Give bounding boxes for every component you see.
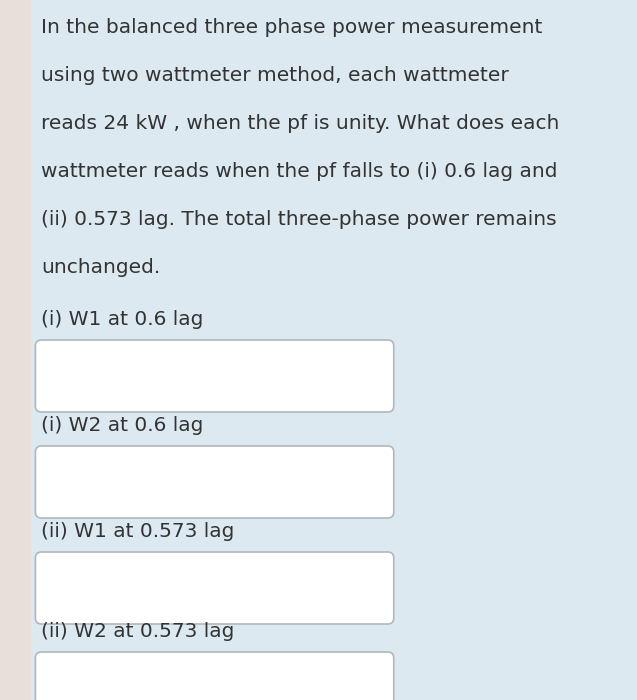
Text: (i) W2 at 0.6 lag: (i) W2 at 0.6 lag [41,416,204,435]
FancyBboxPatch shape [36,552,394,624]
FancyBboxPatch shape [36,340,394,412]
Text: (i) W1 at 0.6 lag: (i) W1 at 0.6 lag [41,310,204,329]
Bar [0,0,31,700]
FancyBboxPatch shape [36,652,394,700]
Text: reads 24 kW , when the pf is unity. What does each: reads 24 kW , when the pf is unity. What… [41,114,560,133]
Text: unchanged.: unchanged. [41,258,161,277]
Text: In the balanced three phase power measurement: In the balanced three phase power measur… [41,18,543,37]
Text: (ii) W2 at 0.573 lag: (ii) W2 at 0.573 lag [41,622,235,641]
Text: wattmeter reads when the pf falls to (i) 0.6 lag and: wattmeter reads when the pf falls to (i)… [41,162,558,181]
Text: using two wattmeter method, each wattmeter: using two wattmeter method, each wattmet… [41,66,509,85]
FancyBboxPatch shape [36,446,394,518]
Text: (ii) 0.573 lag. The total three-phase power remains: (ii) 0.573 lag. The total three-phase po… [41,210,557,229]
Text: (ii) W1 at 0.573 lag: (ii) W1 at 0.573 lag [41,522,235,541]
